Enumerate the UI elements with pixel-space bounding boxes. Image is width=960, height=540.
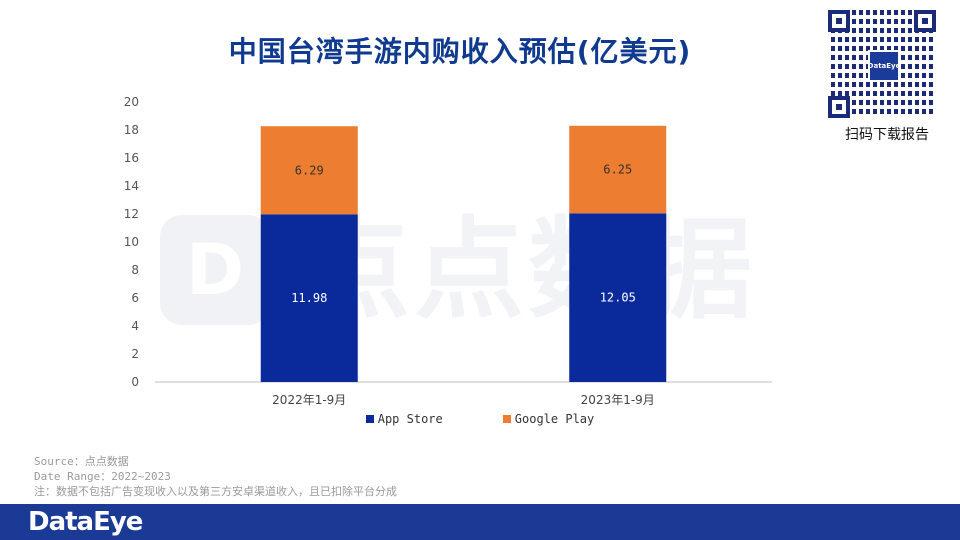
disclaimer-note: 注：数据不包括广告变现收入以及第三方安卓渠道收入，且已扣除平台分成 (34, 485, 397, 498)
y-tick-label: 4 (131, 319, 139, 333)
qr-code-panel[interactable]: DataEye 扫码下载报告 (828, 10, 938, 144)
bar-google-play (569, 125, 667, 214)
y-tick-label: 20 (124, 95, 139, 109)
y-tick-label: 6 (131, 291, 139, 305)
chart-title: 中国台湾手游内购收入预估(亿美元) (228, 35, 692, 68)
legend-swatch-app-store (365, 415, 374, 423)
legend-label-app-store: App Store (377, 412, 443, 426)
qr-finder-icon (828, 10, 850, 32)
bar-app-store (569, 213, 667, 382)
chart-notes: Source：点点数据 Date Range：2022~2023 注：数据不包括… (34, 454, 397, 499)
y-tick-label: 0 (131, 375, 139, 389)
y-tick-label: 12 (124, 207, 139, 221)
x-tick-label: 2023年1-9月 (581, 393, 655, 407)
y-tick-label: 16 (124, 151, 139, 165)
y-tick-label: 18 (124, 123, 139, 137)
x-tick-label: 2022年1-9月 (272, 393, 346, 407)
data-label-google-play: 6.29 (295, 163, 324, 177)
legend-item-app-store: App Store (365, 412, 443, 426)
data-label-app-store: 11.98 (291, 291, 327, 305)
legend-label-google-play: Google Play (514, 412, 595, 426)
qr-code-icon[interactable]: DataEye (828, 10, 936, 118)
y-tick-label: 8 (131, 263, 139, 277)
qr-finder-icon (828, 96, 850, 118)
footer-brand-logo: DataEye (28, 507, 143, 537)
bar-app-store (260, 214, 358, 382)
date-range-note: Date Range：2022~2023 (34, 470, 171, 483)
data-label-google-play: 6.25 (603, 163, 632, 177)
qr-caption: 扫码下载报告 (845, 127, 929, 143)
qr-logo: DataEye (868, 50, 900, 82)
source-note: Source：点点数据 (34, 455, 129, 468)
legend-swatch-google-play (502, 415, 511, 423)
y-tick-label: 2 (131, 347, 139, 361)
data-label-app-store: 12.05 (600, 291, 636, 305)
legend-item-google-play: Google Play (502, 412, 595, 426)
footer-bar: DataEye (0, 504, 960, 540)
bar-google-play (260, 126, 358, 215)
y-tick-label: 10 (124, 235, 139, 249)
qr-finder-icon (914, 10, 936, 32)
y-tick-label: 14 (124, 179, 139, 193)
chart-legend: App Store Google Play (0, 412, 960, 426)
